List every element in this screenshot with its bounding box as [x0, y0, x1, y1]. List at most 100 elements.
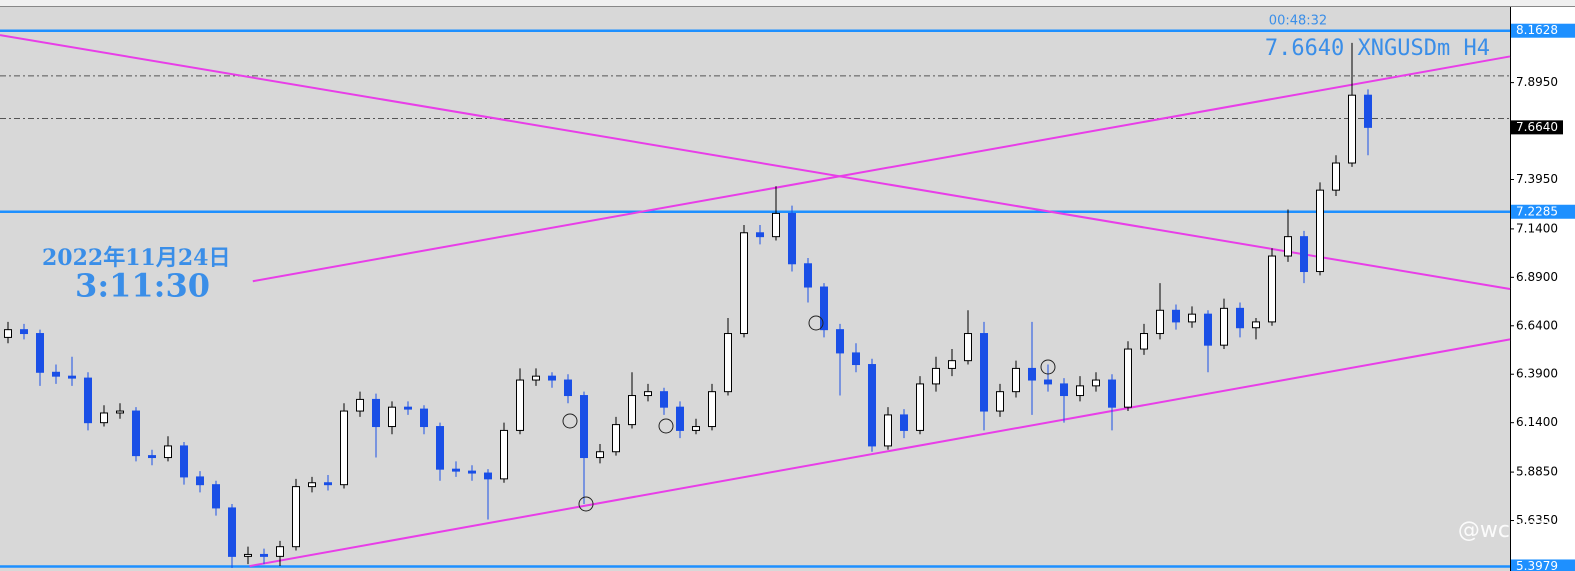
candle-body [292, 486, 300, 548]
candle-body [1332, 162, 1340, 191]
candle-body [836, 329, 844, 354]
candle-body [756, 232, 764, 238]
candle-body [676, 406, 684, 431]
candle-body [164, 445, 172, 459]
candle-body [1044, 379, 1052, 385]
level-label: 8.1628 [1516, 23, 1558, 37]
candles-layer [4, 42, 1372, 568]
candle-body [276, 546, 284, 557]
smiley-icons [562, 315, 1056, 512]
level-label-box [1511, 559, 1575, 571]
candle-body [84, 377, 92, 424]
candle-body [1124, 348, 1132, 408]
toolbar-strip [0, 0, 1575, 6]
candle-body [868, 364, 876, 447]
candle-body [612, 424, 620, 453]
candle-body [900, 414, 908, 431]
lines-layer [0, 29, 1511, 568]
candle-body [1140, 333, 1148, 350]
candle-body [1284, 236, 1292, 257]
candle-body [1060, 383, 1068, 397]
candle-body [532, 375, 540, 381]
candle-body [660, 391, 668, 408]
candle-body [1108, 379, 1116, 408]
candle-body [1076, 385, 1084, 397]
timer: 00:48:32 [1269, 14, 1327, 29]
candle-body [548, 375, 556, 381]
candle-body [1252, 321, 1260, 329]
candle-body [484, 472, 492, 480]
candle-body [180, 445, 188, 478]
level-label-box [1511, 23, 1575, 38]
level-label-box [1511, 204, 1575, 219]
level-label: 5.3979 [1516, 559, 1558, 571]
candle-body [596, 451, 604, 459]
candle-body [1188, 313, 1196, 323]
candle-body [244, 553, 252, 557]
candle-body [68, 375, 76, 379]
candle-body [372, 398, 380, 428]
candle-body [1364, 94, 1372, 128]
candle-body [148, 455, 156, 459]
candle-body [772, 212, 780, 238]
y-tick-label: 7.1400 [1516, 221, 1558, 235]
candle-body [452, 468, 460, 472]
date-text: 2022年11月24日 [42, 245, 230, 271]
trendline [0, 34, 1511, 290]
candle-body [516, 379, 524, 431]
plot-background [0, 7, 1510, 571]
candle-body [388, 406, 396, 428]
candle-body [404, 406, 412, 410]
y-tick-label: 6.8900 [1516, 270, 1558, 284]
candle-body [1316, 189, 1324, 273]
y-tick-label: 5.6350 [1516, 513, 1558, 527]
candle-body [52, 371, 60, 377]
candle-body [324, 482, 332, 486]
candle-body [356, 398, 364, 412]
y-tick-label: 7.8950 [1516, 75, 1558, 89]
candle-body [1268, 255, 1276, 323]
candle-body [740, 232, 748, 335]
candle-body [980, 333, 988, 412]
price-axis-background [1510, 7, 1575, 571]
candle-body [1012, 367, 1020, 393]
candle-body [564, 379, 572, 397]
candle-body [644, 391, 652, 397]
candle-body [1028, 367, 1036, 381]
candle-body [884, 414, 892, 447]
candle-body [116, 410, 124, 414]
candle-body [804, 263, 812, 288]
candle-body [468, 470, 476, 474]
candle-body [692, 426, 700, 431]
candle-body [340, 410, 348, 486]
candle-body [36, 333, 44, 373]
candle-body [948, 360, 956, 369]
symbol-label: 7.6640 XNGUSDm H4 [1265, 36, 1490, 61]
current-price-box [1511, 120, 1563, 135]
candle-body [1220, 307, 1228, 346]
watermark: @wc003 [1458, 518, 1552, 543]
axis-layer: 8.1628 7.2285 5.3979 7.8950 7.3950 7.1400 6.89… [1510, 23, 1575, 571]
y-tick-label: 6.6400 [1516, 318, 1558, 332]
candle-body [1172, 309, 1180, 323]
candle-body [308, 482, 316, 488]
candle-body [228, 507, 236, 557]
candle-body [1300, 236, 1308, 273]
y-tick-label: 6.3900 [1516, 367, 1558, 381]
candle-body [708, 391, 716, 428]
candle-body [20, 329, 28, 335]
level-label: 7.2285 [1516, 204, 1558, 218]
time-text: 3:11:30 [75, 267, 210, 305]
candle-body [212, 484, 220, 509]
candle-body [1092, 379, 1100, 387]
candle-body [964, 333, 972, 362]
candle-body [788, 212, 796, 265]
candle-body [852, 352, 860, 366]
candle-body [500, 429, 508, 480]
trendline [252, 55, 1511, 283]
candle-body [420, 408, 428, 428]
candle-body [1236, 307, 1244, 329]
candle-body [1156, 309, 1164, 335]
candle-body [932, 367, 940, 385]
